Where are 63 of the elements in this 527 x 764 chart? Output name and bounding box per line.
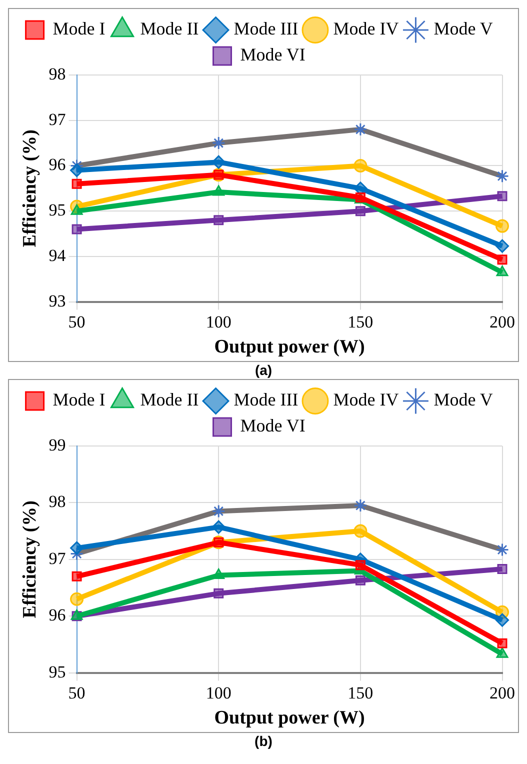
- x-tick-label: 100: [206, 312, 232, 332]
- x-axis-title: Output power (W): [214, 336, 365, 358]
- point: [70, 204, 83, 215]
- y-tick-label: 98: [48, 492, 66, 512]
- legend-label: Mode II: [140, 390, 199, 410]
- point: [497, 191, 508, 202]
- point: [496, 219, 509, 233]
- point: [496, 647, 508, 658]
- legend-label: Mode I: [52, 390, 106, 410]
- point: [70, 592, 84, 606]
- x-tick-label: 200: [490, 683, 515, 702]
- x-tick-label: 200: [490, 312, 515, 332]
- point: [354, 182, 368, 196]
- x-tick-label: 50: [68, 683, 86, 702]
- point: [497, 638, 508, 648]
- y-tick-label: 95: [48, 662, 66, 682]
- x-tick-label: 150: [348, 683, 374, 702]
- point: [496, 239, 509, 253]
- legend-label: Mode VI: [240, 416, 306, 436]
- x-tick-label: 150: [348, 312, 374, 332]
- legend-label: Mode II: [140, 18, 199, 39]
- legend-label: Mode V: [434, 18, 493, 39]
- point: [354, 524, 368, 538]
- legend-label: Mode V: [434, 390, 493, 410]
- y-tick-label: 96: [48, 606, 66, 625]
- point: [214, 588, 224, 598]
- legend-label: Mode IV: [333, 390, 399, 410]
- point: [72, 571, 82, 582]
- y-tick-label: 94: [48, 246, 66, 265]
- y-tick-label: 95: [48, 200, 66, 220]
- point: [497, 254, 508, 265]
- y-axis-title: Efficiency (%): [19, 130, 40, 248]
- point: [497, 564, 508, 574]
- legend-label: Mode I: [52, 18, 106, 39]
- y-tick-label: 99: [48, 435, 66, 454]
- text: (a): [254, 362, 274, 379]
- x-tick-label: 100: [206, 683, 232, 702]
- legend-label: Mode VI: [240, 44, 306, 65]
- legend-label: Mode III: [234, 18, 298, 39]
- point: [355, 575, 366, 586]
- y-tick-label: 96: [48, 155, 66, 174]
- point: [354, 158, 368, 172]
- x-axis-title: Output power (W): [214, 708, 365, 729]
- point: [214, 215, 224, 226]
- point: [70, 541, 84, 555]
- point: [72, 224, 82, 234]
- legend-label: Mode III: [234, 390, 298, 410]
- text: (b): [254, 733, 274, 750]
- y-tick-label: 97: [48, 110, 66, 129]
- point: [355, 560, 366, 570]
- y-tick-label: 97: [48, 548, 66, 568]
- y-axis-title: Efficiency (%): [19, 500, 40, 618]
- point: [212, 520, 226, 534]
- point: [72, 178, 82, 189]
- point: [496, 613, 509, 627]
- point: [212, 155, 226, 169]
- y-tick-label: 98: [48, 64, 66, 84]
- y-tick-label: 93: [48, 291, 66, 310]
- point: [355, 206, 366, 216]
- point: [212, 185, 225, 196]
- x-tick-label: 50: [68, 312, 86, 332]
- legend-label: Mode IV: [333, 18, 399, 39]
- point: [496, 266, 508, 276]
